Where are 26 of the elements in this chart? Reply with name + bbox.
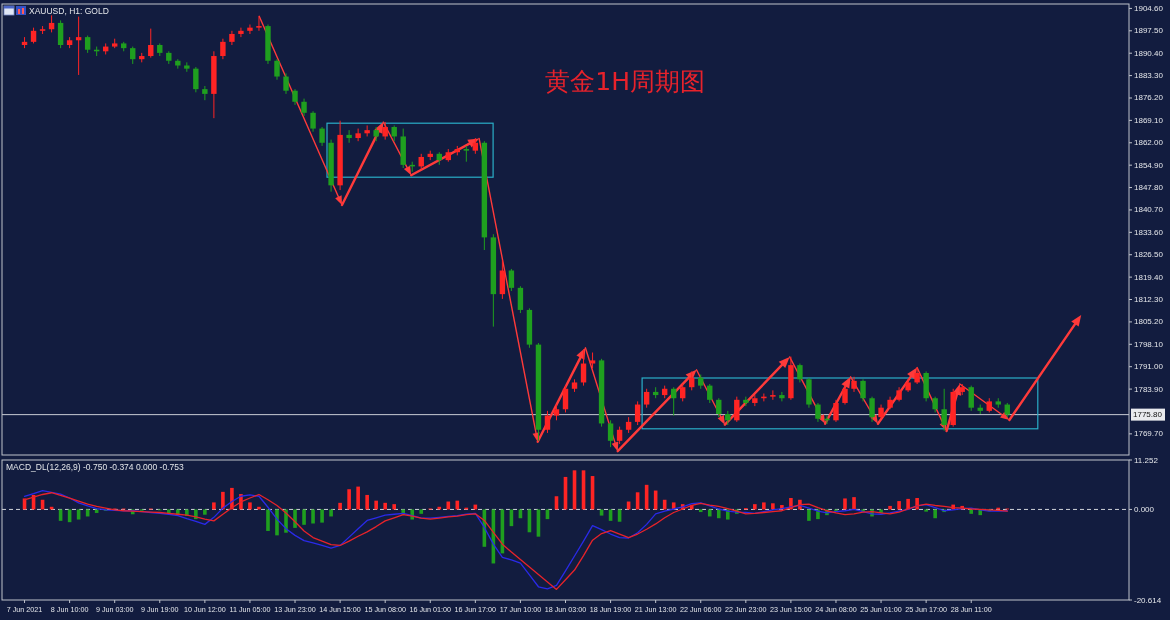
y-tick-label: 1854.90	[1134, 160, 1164, 170]
y-tick-label: 1840.70	[1134, 205, 1164, 215]
y-tick-label: 0.000	[1134, 504, 1155, 514]
y-tick-label: 1883.30	[1134, 71, 1164, 81]
y-tick-label: 11.252	[1134, 455, 1159, 465]
y-tick-label: 1833.60	[1134, 227, 1164, 237]
y-tick-label: 1869.10	[1134, 115, 1164, 125]
y-tick-label: -20.614	[1134, 595, 1162, 605]
y-tick-label: 1769.70	[1134, 429, 1164, 439]
y-tick-label: 1904.60	[1134, 3, 1164, 13]
y-tick-label: 1847.80	[1134, 183, 1164, 193]
y-tick-label: 1897.50	[1134, 26, 1164, 36]
y-tick-label: 1819.40	[1134, 272, 1164, 282]
y-tick-label: 1876.20	[1134, 93, 1164, 103]
y-tick-label: 1783.90	[1134, 384, 1164, 394]
y-tick-label: 1791.00	[1134, 362, 1164, 372]
ref-line-label: 1775.80	[1133, 410, 1163, 420]
y-tick-label: 1805.20	[1134, 317, 1164, 327]
chart-title: MACD_DL(12,26,9) -0.750 -0.374 0.000 -0.753	[6, 462, 184, 472]
chart-subtitle: XAUUSD, H1: GOLD	[29, 6, 109, 16]
y-tick-label: 1826.50	[1134, 250, 1164, 260]
y-tick-label: 1798.10	[1134, 339, 1164, 349]
y-tick-label: 1862.00	[1134, 138, 1164, 148]
text: 黄金1H周期图	[545, 67, 706, 96]
y-tick-label: 1890.40	[1134, 48, 1164, 58]
y-tick-label: 1812.30	[1134, 295, 1164, 305]
